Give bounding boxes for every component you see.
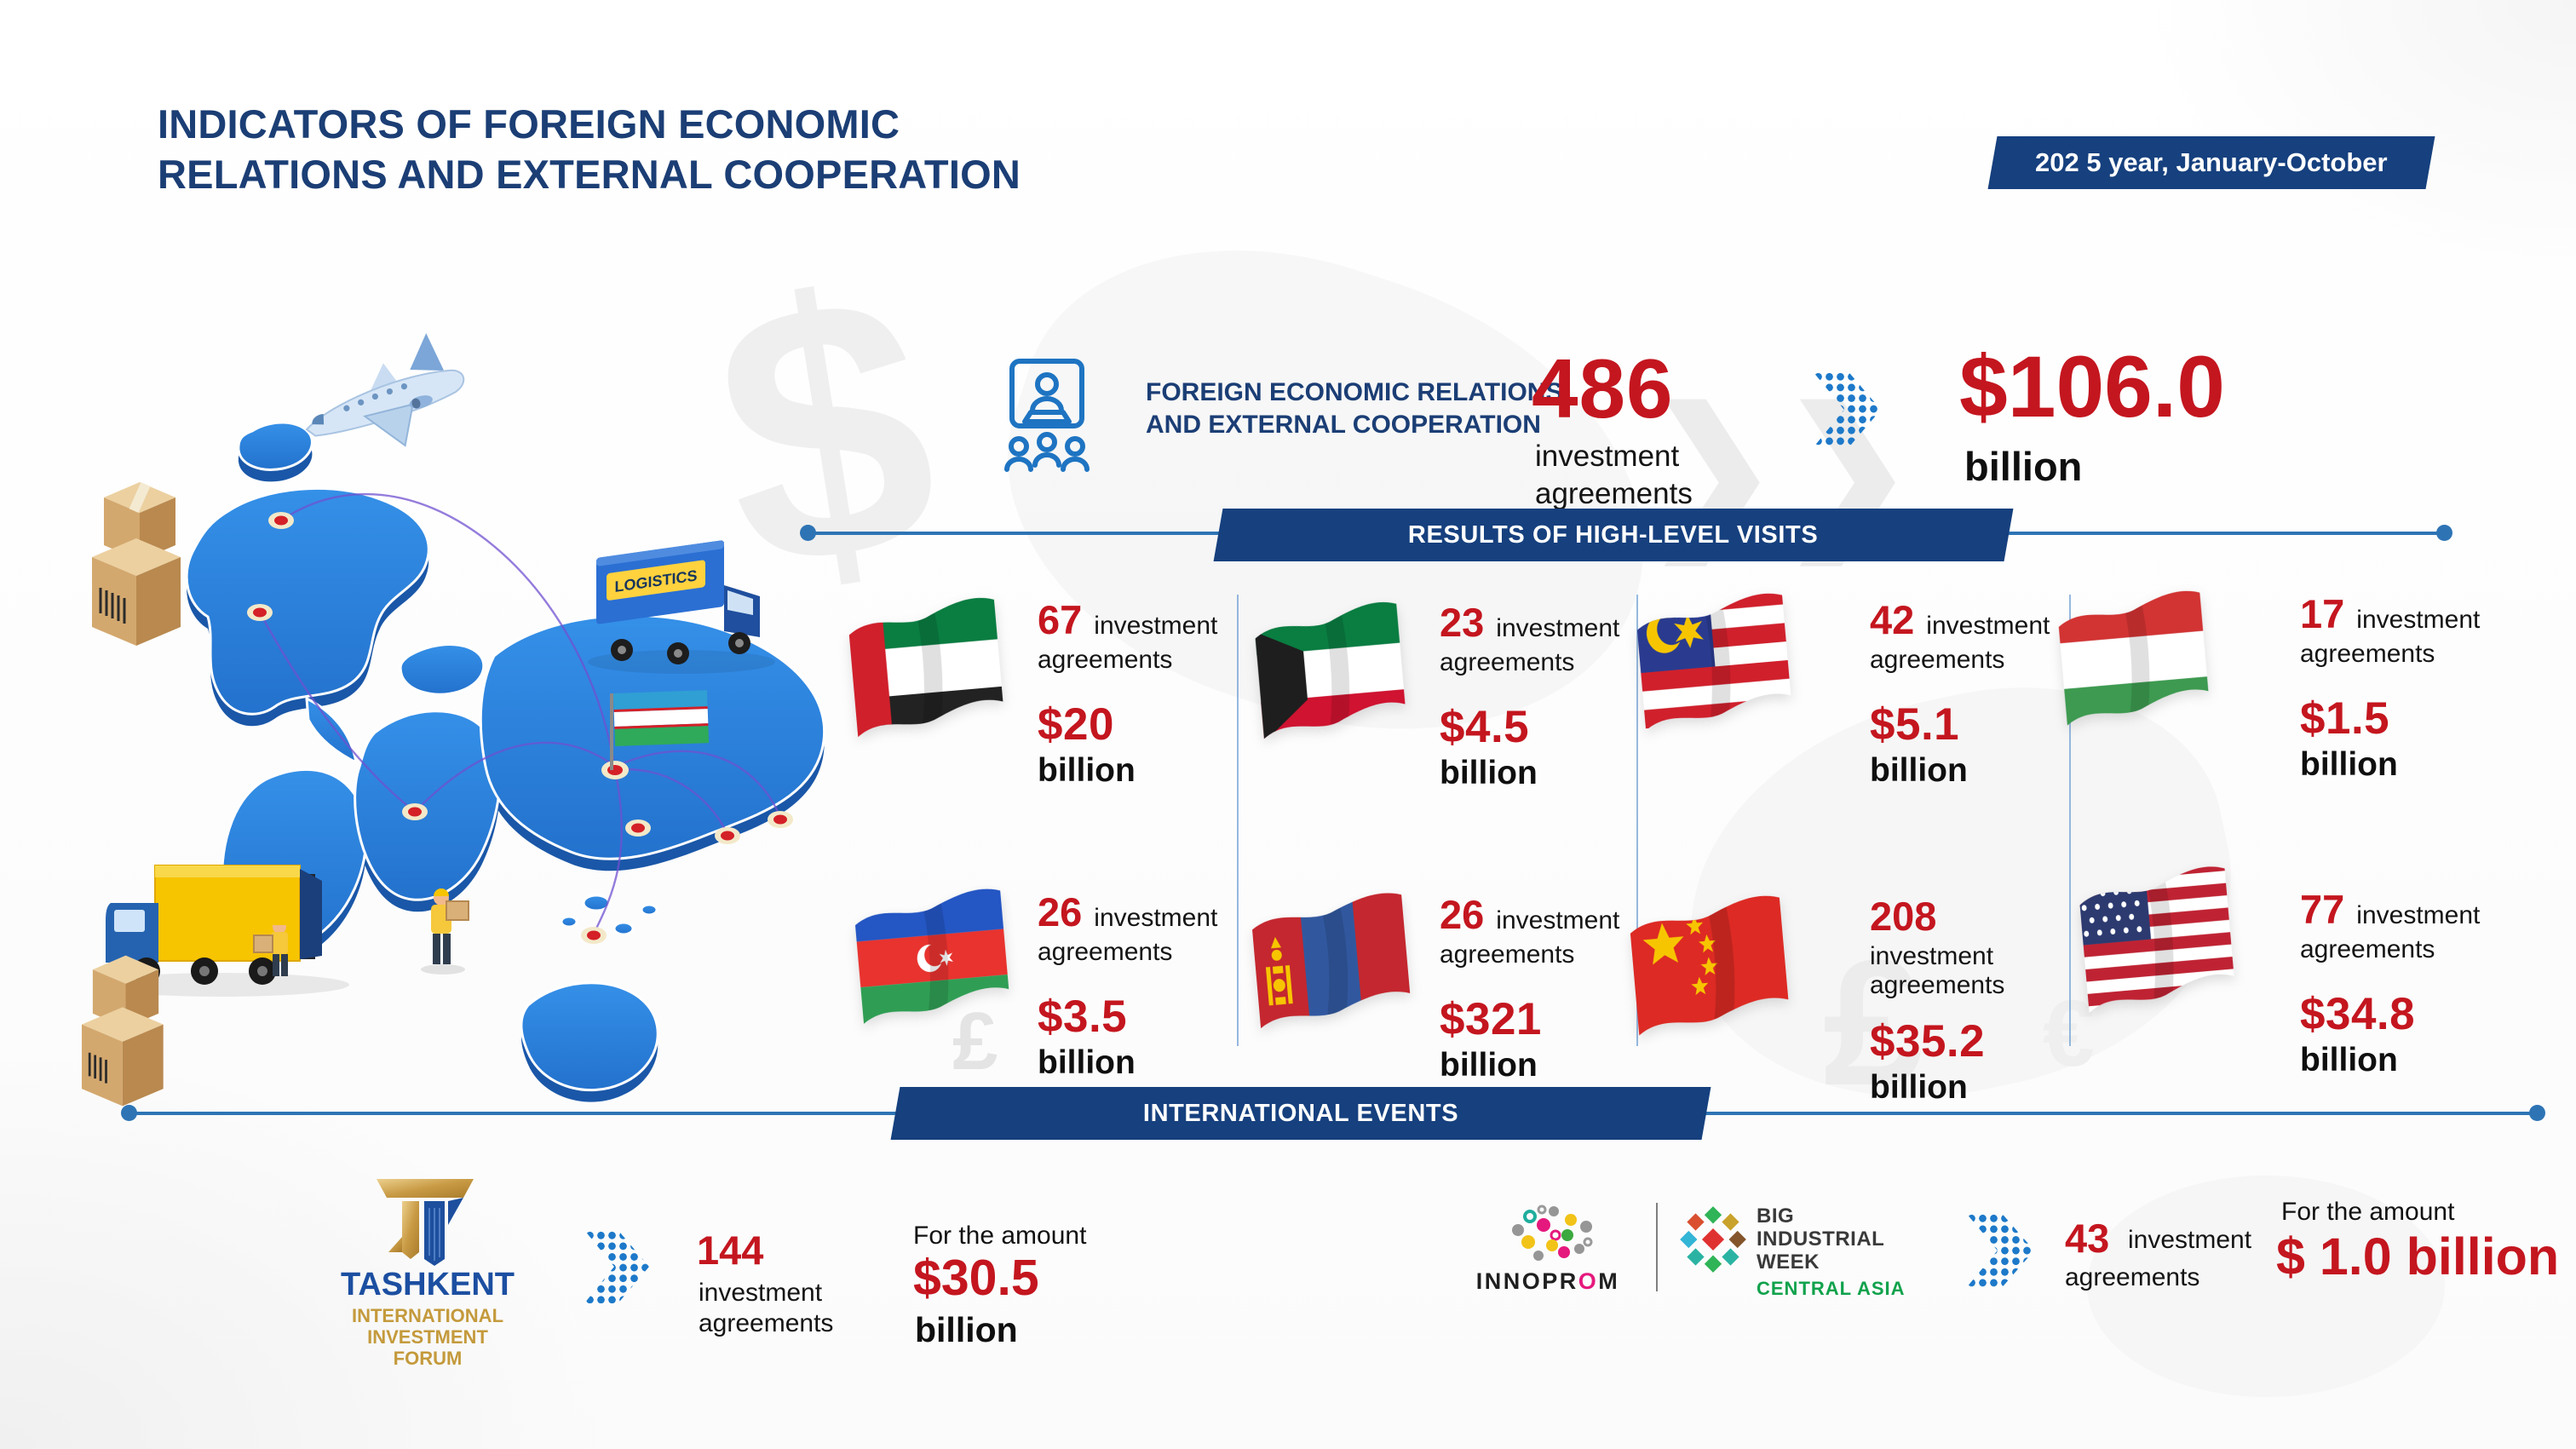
flag-malaysia-icon xyxy=(1635,592,1793,731)
agreements-count: 67 xyxy=(1038,597,1083,642)
page-title-line1: INDICATORS OF FOREIGN ECONOMIC xyxy=(158,101,900,147)
flag-usa-icon xyxy=(2077,865,2237,1014)
agreements-count: 42 xyxy=(1870,597,1915,642)
visit-stat-usa: 77 investment agreements $34.8 billion xyxy=(2300,886,2521,1079)
tashkent-forum-name: TASHKENT xyxy=(340,1267,515,1302)
column-divider xyxy=(1636,595,1638,1046)
tashkent-forum-subtitle: INTERNATIONAL INVESTMENT FORUM xyxy=(351,1305,504,1369)
tashkent-forum-logo xyxy=(377,1179,474,1266)
flag-azerbaijan-icon xyxy=(853,888,1011,1024)
flag-united-arab-emirates-icon xyxy=(847,596,1005,738)
tashkent-agreements-label: investment agreements xyxy=(699,1279,834,1337)
agreements-count: 26 xyxy=(1038,889,1083,934)
visits-section-title: RESULTS OF HIGH-LEVEL VISITS xyxy=(1408,520,1819,549)
amount-value: $3.5 xyxy=(1038,992,1128,1042)
uzbekistan-flag xyxy=(610,690,710,770)
visits-section-banner: RESULTS OF HIGH-LEVEL VISITS xyxy=(1213,509,2014,561)
logistics-truck: LOGISTICS xyxy=(588,540,775,674)
amount-value: $35.2 xyxy=(1870,1016,1986,1067)
visit-stat-china: 208 investment agreements $35.2 billion xyxy=(1870,893,2091,1107)
arrow-dotted-icon xyxy=(584,1230,649,1303)
innoprom-brand-name: INNOPROM xyxy=(1475,1268,1620,1294)
amount-value: $5.1 xyxy=(1870,699,1960,750)
big-industrial-week-name: BIG INDUSTRIAL WEEK xyxy=(1757,1205,1885,1274)
tashkent-amount-unit: billion xyxy=(915,1310,1018,1349)
amount-value: $4.5 xyxy=(1440,702,1530,752)
agreements-count: 26 xyxy=(1440,892,1485,937)
agreements-count: 77 xyxy=(2300,887,2345,932)
cargo-boxes xyxy=(82,955,164,1107)
visit-stat-kuwait: 23 investment agreements $4.5 billion xyxy=(1440,599,1661,792)
summary-label-line1: FOREIGN ECONOMIC RELATIONS xyxy=(1146,378,1563,406)
visit-stat-hungary: 17 investment agreements $1.5 billion xyxy=(2300,590,2521,784)
agreements-count: 208 xyxy=(1870,894,1937,939)
cargo-boxes xyxy=(92,482,181,646)
summary-amount-unit: billion xyxy=(1964,444,2083,489)
flag-mongolia-icon xyxy=(1250,891,1412,1029)
period-badge-label: 202 5 year, January-October xyxy=(2035,147,2388,177)
summary-agreements-value: 486 xyxy=(1532,342,1674,435)
innoprom-agreements-count: 43 xyxy=(2065,1216,2110,1261)
amount-value: $321 xyxy=(1440,994,1542,1044)
background-blob xyxy=(2087,1176,2445,1397)
worker-carrying-box xyxy=(421,888,469,975)
logistics-world-map-illustration: LOGISTICS xyxy=(82,333,826,1107)
pound-watermark-small: £ xyxy=(952,996,998,1087)
pound-watermark: £ xyxy=(1823,923,1923,1123)
visit-stat-azerbaijan: 26 investment agreements $3.5 billion xyxy=(1038,888,1259,1082)
summary-agreements-label: investment agreements xyxy=(1535,440,1693,510)
period-badge: 202 5 year, January-October xyxy=(1987,136,2435,189)
tashkent-amount-prefix: For the amount xyxy=(913,1222,1087,1250)
innoprom-agreements-label-investment: investment xyxy=(2128,1226,2252,1254)
column-divider xyxy=(1237,595,1239,1046)
big-industrial-week-logo xyxy=(1680,1206,1746,1273)
meeting-icon xyxy=(1004,359,1090,472)
events-section-banner: INTERNATIONAL EVENTS xyxy=(890,1087,1711,1140)
summary-amount-value: $106.0 xyxy=(1959,338,2225,435)
worker-unloading xyxy=(253,918,288,976)
summary-label-line2: AND EXTERNAL COOPERATION xyxy=(1146,411,1541,439)
map-pins xyxy=(247,512,793,944)
tashkent-agreements-count: 144 xyxy=(697,1228,764,1273)
flag-hungary-icon xyxy=(2056,589,2211,726)
arrow-dotted-icon xyxy=(1966,1213,2034,1288)
page-title: INDICATORS OF FOREIGN ECONOMIC RELATIONS… xyxy=(158,99,1021,199)
innoprom-logo xyxy=(1512,1205,1593,1261)
visit-stat-mongolia: 26 investment agreements $321 billion xyxy=(1440,891,1661,1084)
flag-china-icon xyxy=(1628,894,1791,1036)
flag-kuwait-icon xyxy=(1253,601,1407,739)
airplane xyxy=(305,333,465,447)
visit-stat-uae: 67 investment agreements $20 billion xyxy=(1038,596,1259,790)
agreements-count: 17 xyxy=(2300,591,2345,636)
column-divider xyxy=(2069,595,2071,1046)
agreements-count: 23 xyxy=(1440,600,1485,645)
logo-divider xyxy=(1656,1203,1658,1291)
summary-label: FOREIGN ECONOMIC RELATIONS AND EXTERNAL … xyxy=(1146,377,1562,441)
euro-watermark: € xyxy=(2043,981,2096,1086)
innoprom-amount-value: $ 1.0 billion xyxy=(2276,1228,2560,1285)
innoprom-amount-prefix: For the amount xyxy=(2281,1198,2455,1226)
amount-value: $20 xyxy=(1038,699,1114,750)
events-section-title: INTERNATIONAL EVENTS xyxy=(1142,1099,1459,1127)
innoprom-agreements-label-agreements: agreements xyxy=(2065,1263,2200,1291)
big-industrial-week-region: CENTRAL ASIA xyxy=(1757,1278,1906,1299)
amount-value: $34.8 xyxy=(2300,989,2416,1039)
amount-value: $1.5 xyxy=(2300,693,2390,744)
visit-stat-malaysia: 42 investment agreements $5.1 billion xyxy=(1870,596,2091,790)
tashkent-amount-value: $30.5 xyxy=(913,1250,1039,1306)
page-title-line2: RELATIONS AND EXTERNAL COOPERATION xyxy=(158,152,1021,197)
